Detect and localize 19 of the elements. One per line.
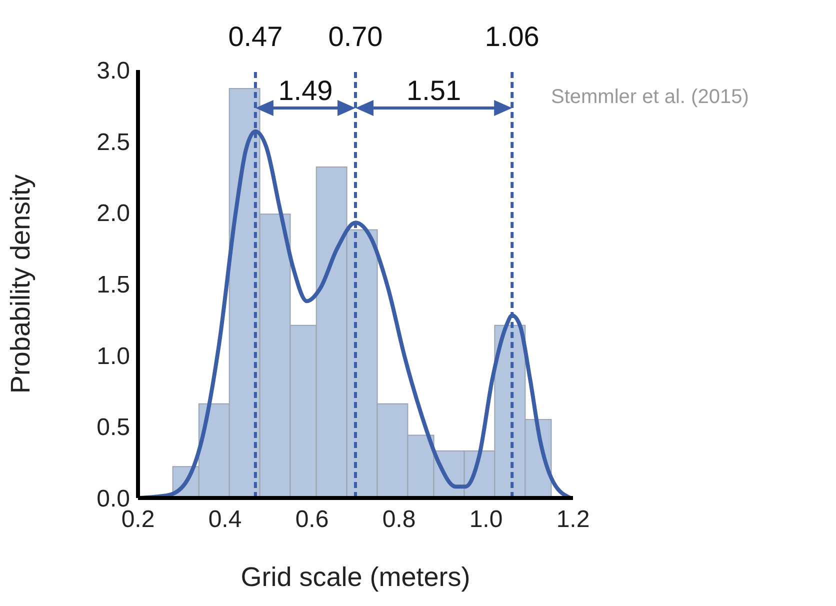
x-tick-label: 0.6: [295, 506, 329, 534]
y-tick-label: 1.5: [96, 272, 130, 299]
y-tick-label: 2.5: [96, 128, 130, 156]
ref-line-label: 0.70: [328, 21, 383, 52]
y-tick-label: 2.0: [96, 200, 130, 228]
x-tick-label: 1.2: [556, 506, 590, 534]
x-tick-label: 0.8: [382, 506, 416, 534]
y-axis-title: Probability density: [6, 174, 36, 394]
annotation: 1.49: [278, 75, 333, 106]
y-tick-label: 1.0: [96, 342, 130, 370]
ref-line-label: 1.06: [484, 21, 540, 52]
x-axis-title: Grid scale (meters): [240, 562, 470, 592]
ref-line-label: 0.47: [228, 21, 283, 52]
x-tick-label: 1.0: [469, 506, 503, 534]
annotation: 1.51: [406, 75, 462, 106]
y-tick-label: 0.5: [96, 414, 130, 442]
x-tick-label: 0.4: [208, 506, 242, 534]
y-tick-label: 3.0: [96, 58, 130, 85]
annotation: Stemmler et al. (2015): [551, 86, 749, 108]
